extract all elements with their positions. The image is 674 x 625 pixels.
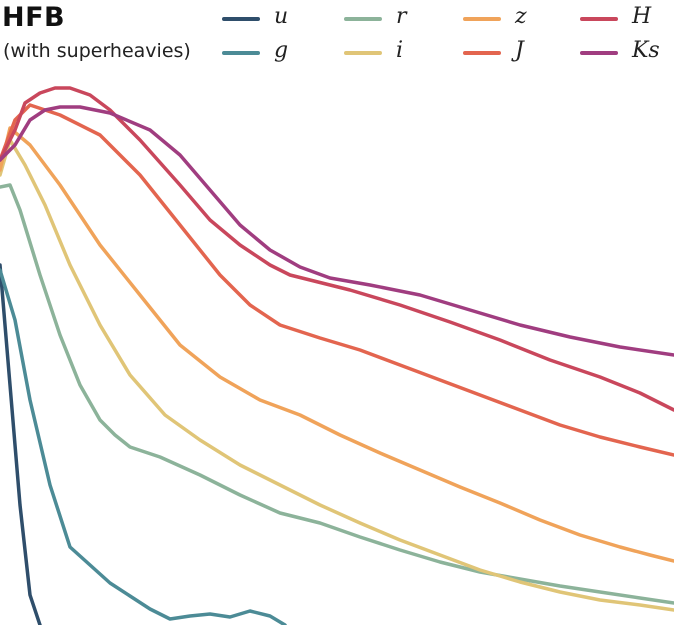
legend-swatch <box>344 51 382 55</box>
series-line-r <box>0 183 674 605</box>
series-line-z <box>0 126 674 563</box>
legend-swatch <box>580 17 618 21</box>
legend-swatch <box>463 51 501 55</box>
legend-label: J <box>515 38 524 63</box>
legend-swatch <box>463 17 501 21</box>
series-line-i <box>0 138 674 612</box>
legend-label: Ks <box>632 38 660 63</box>
legend-label: z <box>515 4 527 29</box>
legend-label: i <box>396 38 404 63</box>
chart-title: HFB <box>2 2 66 33</box>
legend-label: H <box>632 4 652 29</box>
series-line-ks <box>0 105 674 357</box>
legend-label: u <box>274 4 289 29</box>
legend-label: r <box>396 4 407 29</box>
legend-swatch <box>222 17 260 21</box>
series-line-j <box>0 103 674 457</box>
legend-label: g <box>274 38 289 63</box>
legend-swatch <box>580 51 618 55</box>
legend-swatch <box>222 51 260 55</box>
legend-swatch <box>344 17 382 21</box>
series-line-g <box>0 268 287 625</box>
chart-subtitle: (with superheavies) <box>3 40 191 62</box>
series-line-u <box>0 263 42 625</box>
series-line-h <box>0 86 674 412</box>
